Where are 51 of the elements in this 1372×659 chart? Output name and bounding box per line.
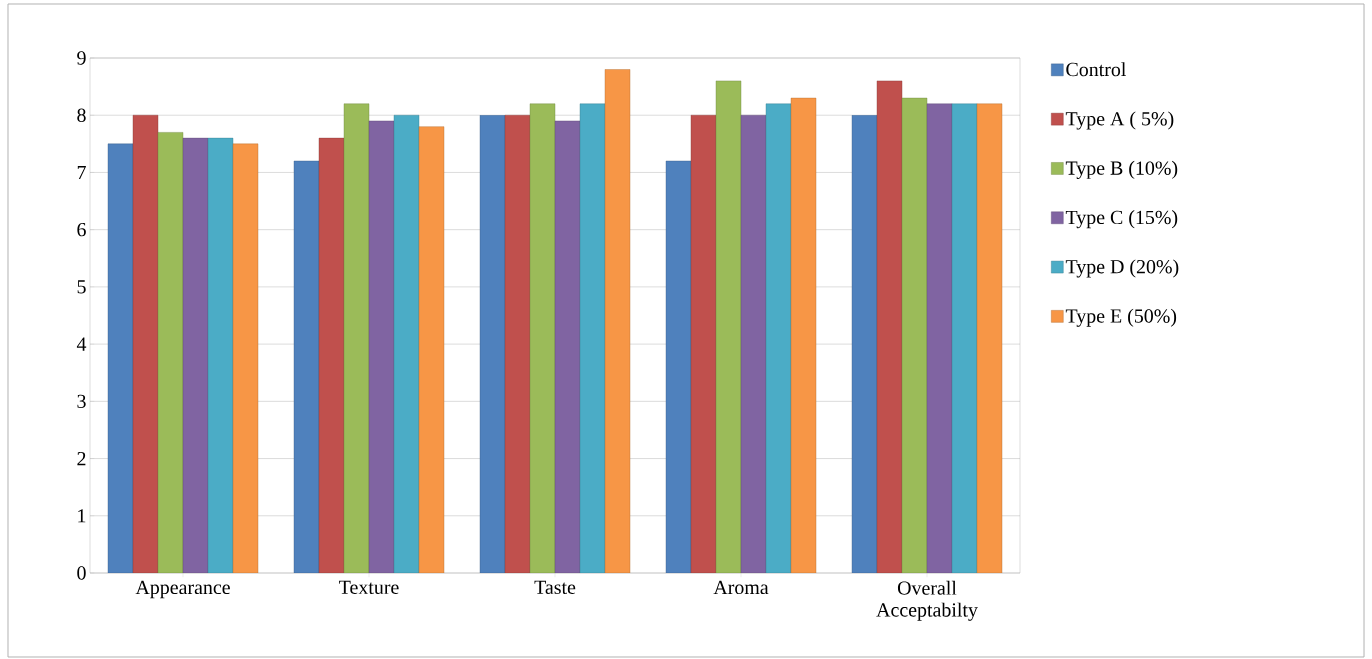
bar bbox=[790, 97, 817, 573]
y-tick-label: 6 bbox=[77, 222, 86, 237]
bar bbox=[976, 103, 1003, 573]
x-tick-label: Overall Acceptabilty bbox=[876, 580, 978, 621]
bar bbox=[343, 103, 370, 573]
legend-label: Type C (15%) bbox=[1065, 210, 1178, 229]
y-tick-label: 0 bbox=[77, 566, 86, 580]
bar bbox=[876, 80, 903, 573]
bar bbox=[368, 120, 395, 573]
bar bbox=[926, 103, 953, 573]
bar bbox=[851, 115, 878, 573]
bar bbox=[207, 137, 234, 573]
bar bbox=[393, 115, 420, 573]
legend-label: Type E (50%) bbox=[1065, 308, 1177, 327]
bar bbox=[318, 137, 345, 573]
legend-label: Type D (20%) bbox=[1065, 259, 1179, 278]
legend-label: Type A ( 5%) bbox=[1065, 111, 1174, 130]
bar bbox=[479, 115, 506, 573]
bar bbox=[232, 143, 259, 573]
y-tick-label: 3 bbox=[77, 394, 86, 409]
bar bbox=[107, 143, 134, 573]
y-tick-label: 9 bbox=[77, 51, 86, 65]
bar bbox=[554, 120, 581, 573]
bar bbox=[293, 160, 320, 573]
bar bbox=[157, 132, 184, 573]
bar bbox=[504, 115, 531, 573]
y-tick-label: 1 bbox=[78, 509, 86, 523]
y-tick-label: 5 bbox=[77, 280, 86, 294]
x-tick-label: Aroma bbox=[713, 580, 769, 595]
bar bbox=[529, 103, 556, 573]
bar bbox=[951, 103, 978, 573]
bar bbox=[901, 97, 928, 573]
x-tick-label: Texture bbox=[339, 580, 399, 595]
bar bbox=[765, 103, 792, 573]
y-tick-label: 2 bbox=[77, 451, 86, 466]
bar bbox=[579, 103, 606, 573]
bar bbox=[604, 69, 631, 573]
x-tick-label: Taste bbox=[534, 580, 576, 595]
y-tick-label: 4 bbox=[76, 337, 87, 351]
x-tick-label: Appearance bbox=[135, 580, 230, 599]
bar bbox=[665, 160, 692, 573]
bar bbox=[715, 80, 742, 573]
bar bbox=[418, 126, 445, 573]
legend-label: Control bbox=[1066, 62, 1126, 77]
legend-label: Type B (10%) bbox=[1065, 160, 1178, 179]
bar bbox=[132, 115, 159, 573]
bar bbox=[182, 137, 209, 573]
bar bbox=[740, 115, 767, 573]
y-tick-label: 8 bbox=[77, 108, 86, 122]
y-tick-label: 7 bbox=[77, 165, 86, 179]
bar bbox=[690, 115, 717, 573]
